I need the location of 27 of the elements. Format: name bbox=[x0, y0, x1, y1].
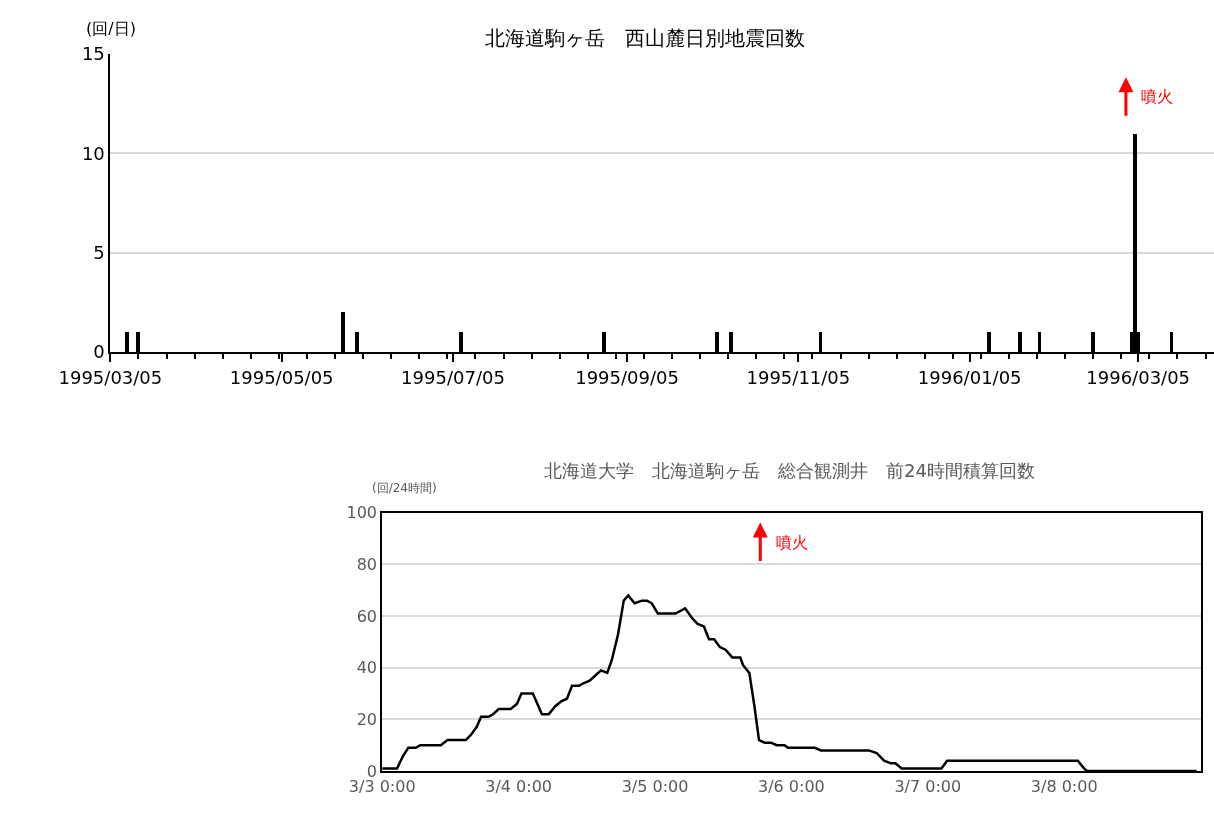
x-tick-label: 3/4 0:00 bbox=[485, 777, 553, 797]
y-tick-label: 100 bbox=[346, 503, 378, 523]
x-tick-label: 3/7 0:00 bbox=[894, 777, 962, 797]
x-tick-label: 1996/03/05 bbox=[1086, 366, 1191, 388]
chart-title: 北海道大学 北海道駒ヶ岳 総合観測井 前24時間積算回数 bbox=[544, 460, 1035, 481]
y-axis-title: (回/24時間) bbox=[372, 481, 437, 495]
y-tick-label: 10 bbox=[81, 142, 105, 164]
y-tick-label: 0 bbox=[93, 341, 105, 363]
chart-title: 北海道駒ヶ岳 西山麓日別地震回数 bbox=[485, 26, 805, 50]
y-tick-label: 60 bbox=[356, 606, 378, 626]
x-tick-label: 1995/09/05 bbox=[575, 366, 679, 388]
x-tick-label: 3/5 0:00 bbox=[621, 777, 689, 797]
annotation: 噴火 bbox=[1141, 87, 1173, 106]
y-tick-label: 80 bbox=[356, 555, 378, 575]
x-tick-label: 1995/11/05 bbox=[746, 366, 851, 388]
y-axis-title: (回/日) bbox=[86, 19, 136, 38]
x-tick-label: 1995/03/05 bbox=[58, 366, 163, 388]
y-tick-label: 5 bbox=[93, 241, 105, 263]
x-tick-label: 1995/05/05 bbox=[229, 366, 334, 388]
x-tick-label: 3/6 0:00 bbox=[758, 777, 825, 797]
x-tick-label: 3/8 0:00 bbox=[1030, 777, 1098, 797]
y-tick-label: 40 bbox=[356, 658, 378, 678]
x-tick-label: 1995/07/05 bbox=[401, 366, 505, 388]
y-tick-label: 15 bbox=[81, 43, 105, 65]
x-tick-label: 1996/01/05 bbox=[917, 366, 1022, 388]
annotation: 噴火 bbox=[776, 533, 808, 552]
y-tick-label: 20 bbox=[356, 710, 378, 730]
